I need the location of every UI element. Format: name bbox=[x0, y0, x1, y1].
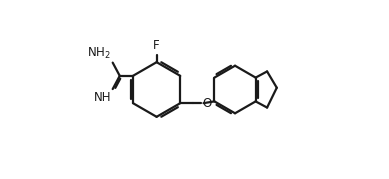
Text: F: F bbox=[153, 40, 160, 52]
Text: NH: NH bbox=[94, 91, 111, 104]
Text: O: O bbox=[202, 97, 212, 110]
Text: NH$_2$: NH$_2$ bbox=[88, 45, 111, 61]
